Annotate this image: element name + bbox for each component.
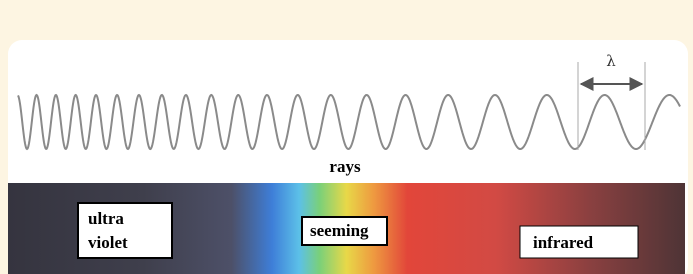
label-line: violet bbox=[88, 233, 128, 252]
label-line: ultra bbox=[88, 209, 124, 228]
spectrum-label: infrared bbox=[533, 233, 594, 252]
spectrum-label: seeming bbox=[310, 221, 369, 240]
wave-label: rays bbox=[329, 157, 361, 176]
diagram: λ rays ultra violet seeming infrared bbox=[0, 0, 693, 274]
label-line: seeming bbox=[310, 221, 369, 240]
label-line: infrared bbox=[533, 233, 594, 252]
wavelength-symbol: λ bbox=[606, 52, 616, 70]
